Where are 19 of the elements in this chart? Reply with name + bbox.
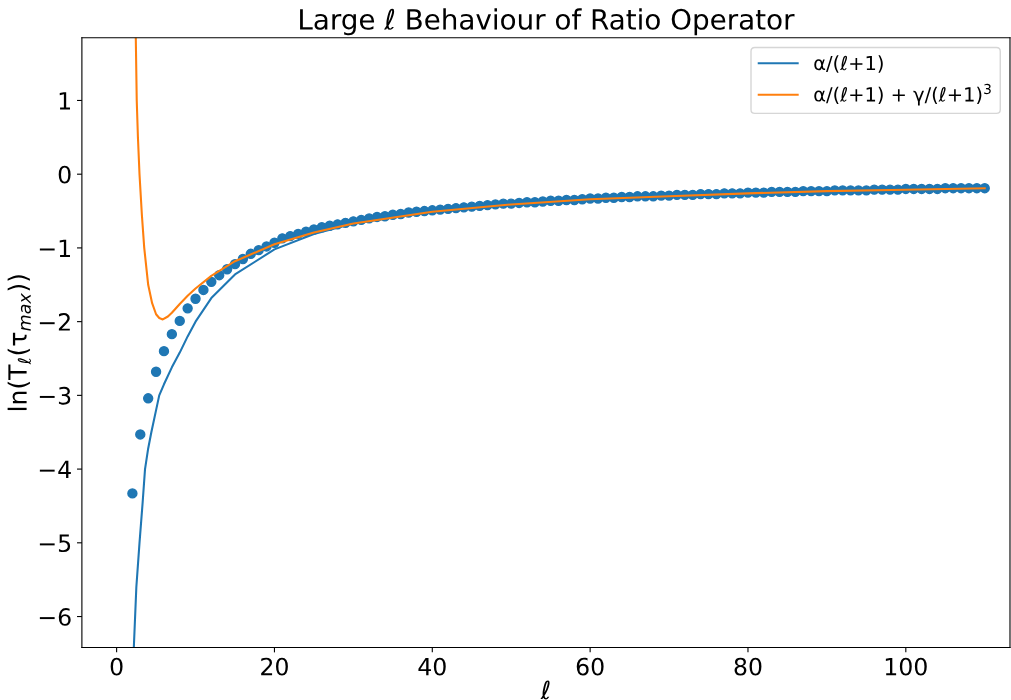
y-axis-title: ln(T$_{ℓ}$(τ$_{max}$)) (7, 275, 31, 411)
x-tick-label: 40 (418, 657, 446, 676)
legend-label: α/(ℓ+1) + γ/(ℓ+1)$^{3}$ (814, 83, 991, 106)
x-tick-label: 0 (110, 657, 123, 676)
y-tick-label: −6 (39, 607, 71, 626)
x-axis-title: ℓ (540, 680, 550, 700)
y-tick-label: −2 (39, 313, 70, 331)
y-tick-label: −4 (39, 460, 71, 479)
y-tick-label: −3 (39, 386, 71, 405)
x-tick-label: 60 (576, 657, 604, 676)
y-tick-label: 0 (58, 165, 71, 184)
x-tick-label: 80 (734, 657, 762, 676)
chart-title: Large ℓ Behaviour of Ratio Operator (300, 8, 795, 36)
y-tick-label: −1 (39, 239, 70, 257)
y-tick-label: 1 (59, 92, 70, 110)
x-tick-label: 100 (885, 657, 927, 676)
x-tick-label: 20 (261, 657, 288, 676)
legend-label: α/(ℓ+1) (814, 55, 883, 73)
y-tick-label: −5 (39, 534, 71, 553)
